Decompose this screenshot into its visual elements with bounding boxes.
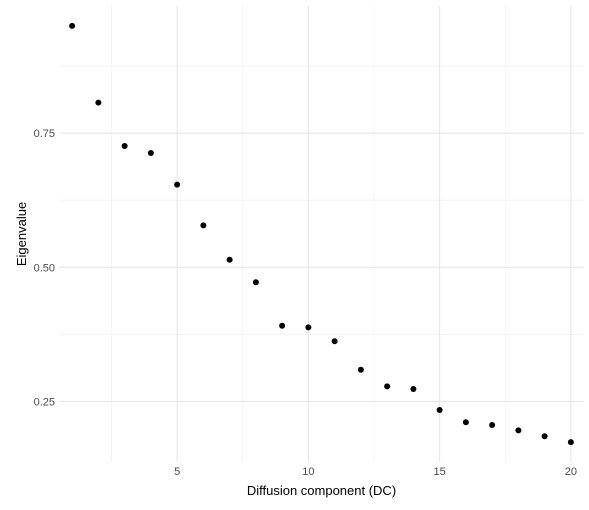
data-point [226, 256, 233, 263]
data-points [69, 22, 574, 446]
data-point [305, 324, 312, 331]
data-point [69, 22, 76, 29]
data-point [462, 419, 469, 426]
x-tick-label: 20 [565, 466, 577, 478]
data-point [147, 149, 154, 156]
x-tick-label: 15 [434, 466, 446, 478]
y-tick-label: 0.50 [34, 262, 55, 274]
y-axis-title: Eigenvalue [14, 202, 29, 266]
x-axis-title: Diffusion component (DC) [247, 483, 396, 498]
data-point [489, 421, 496, 428]
data-point [200, 222, 207, 229]
data-point [279, 322, 286, 329]
data-point [252, 279, 259, 286]
x-tick-label: 10 [302, 466, 314, 478]
data-point [410, 386, 417, 393]
data-point [436, 406, 443, 413]
x-axis-tick-labels: 5 10 15 20 [174, 466, 577, 478]
data-point [515, 427, 522, 434]
data-point [331, 338, 338, 345]
data-point [567, 439, 574, 446]
data-point [174, 181, 181, 188]
data-point [541, 433, 548, 440]
y-tick-label: 0.25 [34, 396, 55, 408]
x-tick-label: 5 [174, 466, 180, 478]
major-gridlines [59, 6, 584, 462]
data-point [121, 143, 128, 150]
y-tick-label: 0.75 [34, 128, 55, 140]
data-point [384, 383, 391, 390]
data-point [95, 99, 102, 106]
y-axis-tick-labels: 0.25 0.50 0.75 [34, 128, 55, 408]
data-point [357, 366, 364, 373]
minor-gridlines [59, 6, 584, 462]
